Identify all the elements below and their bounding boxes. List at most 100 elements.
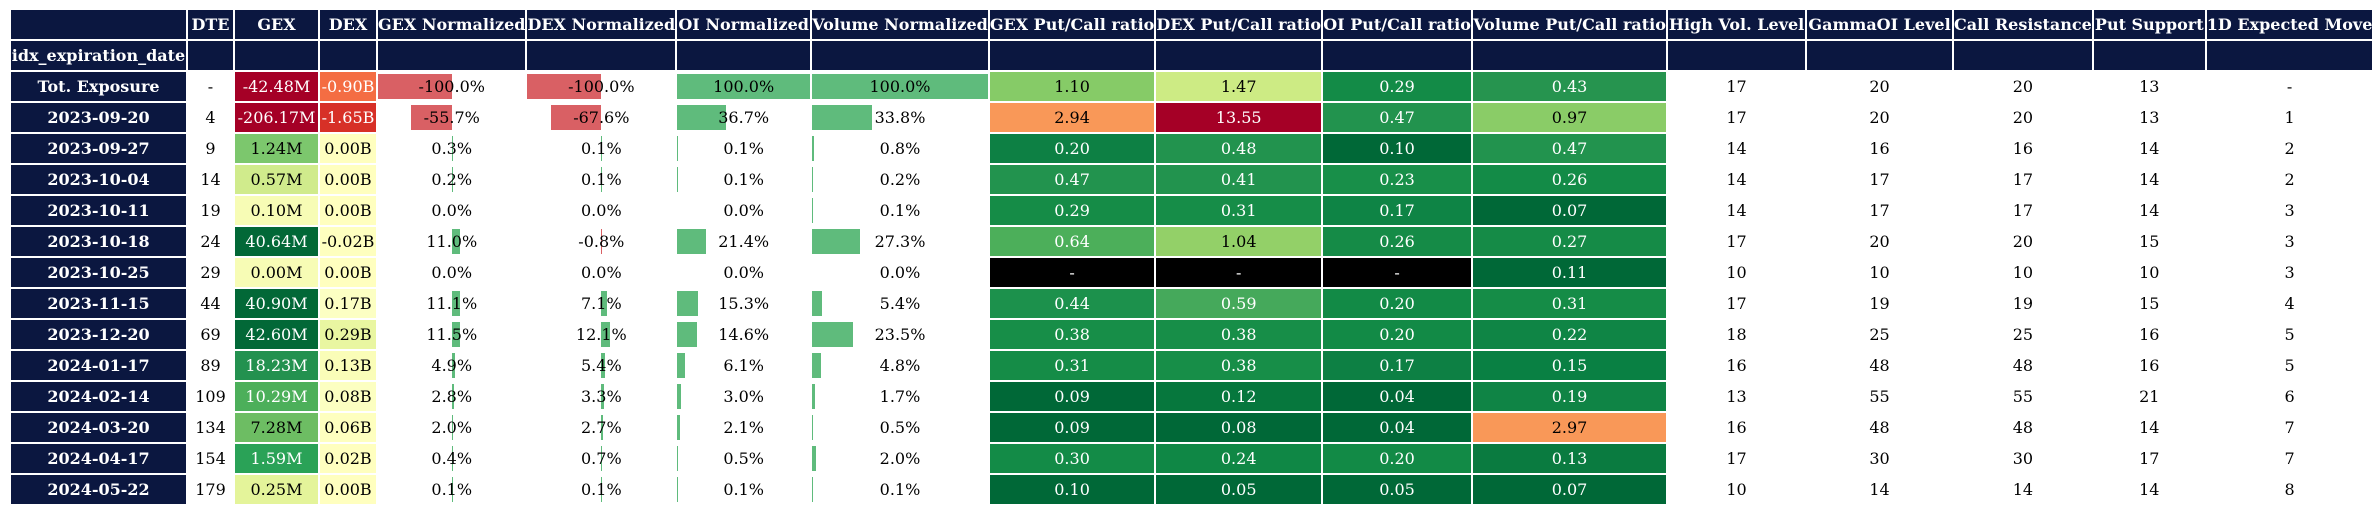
normalized-bar: [677, 74, 811, 99]
cell-dte: 44: [200, 294, 221, 313]
normalized-value: 5.4%: [879, 294, 921, 313]
cell-high-vol-level: 17: [1726, 294, 1747, 313]
cell-gex: 0.10M: [235, 196, 318, 225]
row-label: 2023-11-15: [11, 289, 186, 318]
cell-gammaoi-level: 16: [1869, 139, 1890, 158]
normalized-value: 0.1%: [581, 139, 622, 158]
normalized-value: 12.1%: [575, 325, 627, 344]
cell-1d-expected-move: 1: [2284, 108, 2295, 127]
normalized-bar: [601, 415, 604, 440]
cell-oi-put-call-ratio: 0.29: [1323, 72, 1472, 101]
cell-gex-normalized: 11.5%: [378, 320, 525, 349]
normalized-bar: [812, 167, 814, 192]
cell-gammaoi-level: 25: [1869, 325, 1890, 344]
row-label: 2023-10-18: [11, 227, 186, 256]
cell-gex-put-call-ratio: 0.38: [989, 320, 1155, 349]
normalized-value: 0.0%: [879, 263, 921, 282]
cell-oi-normalized: 14.6%: [677, 320, 810, 349]
normalized-bar: [451, 446, 453, 471]
cell-call-resistance: 10: [2012, 263, 2034, 282]
cell-gammaoi-level: 19: [1869, 294, 1890, 313]
normalized-value: 0.0%: [581, 263, 622, 282]
cell-dex-normalized: -0.8%: [527, 227, 675, 256]
cell-call-resistance: 25: [2012, 325, 2034, 344]
cell-dex-put-call-ratio: 1.47: [1156, 72, 1322, 101]
row-label: 2023-10-04: [11, 165, 186, 194]
cell-dex: 0.00B: [320, 165, 376, 194]
cell-gex-normalized: 0.4%: [378, 444, 525, 473]
normalized-bar: [812, 477, 814, 502]
cell-oi-normalized: 15.3%: [677, 289, 810, 318]
column-header-volume-put-call-ratio: Volume Put/Call ratio: [1473, 10, 1667, 39]
normalized-bar: [812, 74, 988, 99]
normalized-value: 0.5%: [723, 449, 764, 468]
cell-dex: -0.90B: [320, 72, 376, 101]
cell-volume-put-call-ratio: 2.97: [1473, 413, 1667, 442]
normalized-bar: [812, 105, 872, 130]
normalized-bar: [601, 322, 611, 347]
cell-gex-normalized: 11.1%: [378, 289, 525, 318]
normalized-value: 0.2%: [431, 170, 473, 189]
cell-put-support: 13: [2139, 108, 2160, 127]
normalized-bar: [812, 415, 814, 440]
normalized-value: 0.1%: [431, 480, 473, 499]
normalized-value: 7.1%: [581, 294, 622, 313]
cell-oi-put-call-ratio: 0.20: [1323, 289, 1472, 318]
cell-call-resistance: 20: [2012, 232, 2034, 251]
cell-dex-normalized: 0.7%: [527, 444, 675, 473]
cell-dte: 24: [200, 232, 221, 251]
normalized-value: 2.8%: [431, 387, 473, 406]
cell-dex: -1.65B: [320, 103, 376, 132]
cell-volume-normalized: 0.8%: [812, 134, 988, 163]
cell-gex: 18.23M: [235, 351, 318, 380]
cell-dex-normalized: 3.3%: [527, 382, 675, 411]
cell-oi-normalized: 0.0%: [677, 258, 810, 287]
cell-oi-normalized: 21.4%: [677, 227, 810, 256]
normalized-value: 27.3%: [874, 232, 926, 251]
index-name-header: idx_expiration_date: [11, 41, 186, 70]
table-row: Tot. Exposure - -42.48M -0.90B -100.0% -100.0…: [11, 72, 2372, 101]
normalized-value: -100.0%: [418, 77, 485, 96]
cell-oi-put-call-ratio: 0.10: [1323, 134, 1472, 163]
normalized-bar: [677, 446, 678, 471]
normalized-bar: [812, 291, 822, 316]
cell-high-vol-level: 17: [1726, 449, 1747, 468]
normalized-value: 11.1%: [426, 294, 478, 313]
cell-1d-expected-move: 2: [2284, 170, 2295, 189]
cell-gex: 1.59M: [235, 444, 318, 473]
cell-dex-put-call-ratio: 0.24: [1156, 444, 1322, 473]
cell-oi-normalized: 36.7%: [677, 103, 810, 132]
cell-dex-put-call-ratio: 0.05: [1156, 475, 1322, 504]
table-row: 2024-03-20 134 7.28M 0.06B 2.0% 2.7% 2.1% 0.5% 0…: [11, 413, 2372, 442]
cell-oi-normalized: 0.0%: [677, 196, 810, 225]
normalized-value: 0.1%: [581, 170, 622, 189]
cell-gex-normalized: 0.0%: [378, 258, 525, 287]
cell-dex: 0.00B: [320, 196, 376, 225]
cell-volume-put-call-ratio: 0.47: [1473, 134, 1667, 163]
normalized-value: 2.1%: [723, 418, 764, 437]
cell-oi-normalized: 0.1%: [677, 165, 810, 194]
index-header-row: idx_expiration_date: [11, 41, 2373, 70]
cell-volume-put-call-ratio: 0.07: [1473, 475, 1667, 504]
cell-put-support: 13: [2139, 77, 2160, 96]
cell-dex-normalized: 5.4%: [527, 351, 675, 380]
normalized-bar: [812, 322, 854, 347]
table-row: 2023-09-20 4 -206.17M -1.65B -55.7% -67.6% 36.…: [11, 103, 2372, 132]
column-header-oi-normalized: OI Normalized: [677, 10, 811, 39]
cell-1d-expected-move: 5: [2284, 356, 2295, 375]
cell-gex-normalized: 11.0%: [378, 227, 525, 256]
cell-dex-normalized: -100.0%: [527, 72, 675, 101]
cell-dex-put-call-ratio: 0.31: [1156, 196, 1322, 225]
cell-1d-expected-move: 7: [2284, 449, 2295, 468]
cell-gex-normalized: 4.9%: [378, 351, 525, 380]
cell-dex: 0.00B: [320, 134, 376, 163]
cell-1d-expected-move: 3: [2284, 232, 2295, 251]
normalized-value: 14.6%: [718, 325, 770, 344]
cell-call-resistance: 20: [2012, 108, 2034, 127]
cell-put-support: 14: [2139, 139, 2160, 158]
cell-high-vol-level: 10: [1726, 480, 1747, 499]
cell-1d-expected-move: 7: [2284, 418, 2295, 437]
cell-oi-put-call-ratio: 0.05: [1323, 475, 1472, 504]
normalized-value: 21.4%: [718, 232, 770, 251]
cell-dex: 0.08B: [320, 382, 376, 411]
